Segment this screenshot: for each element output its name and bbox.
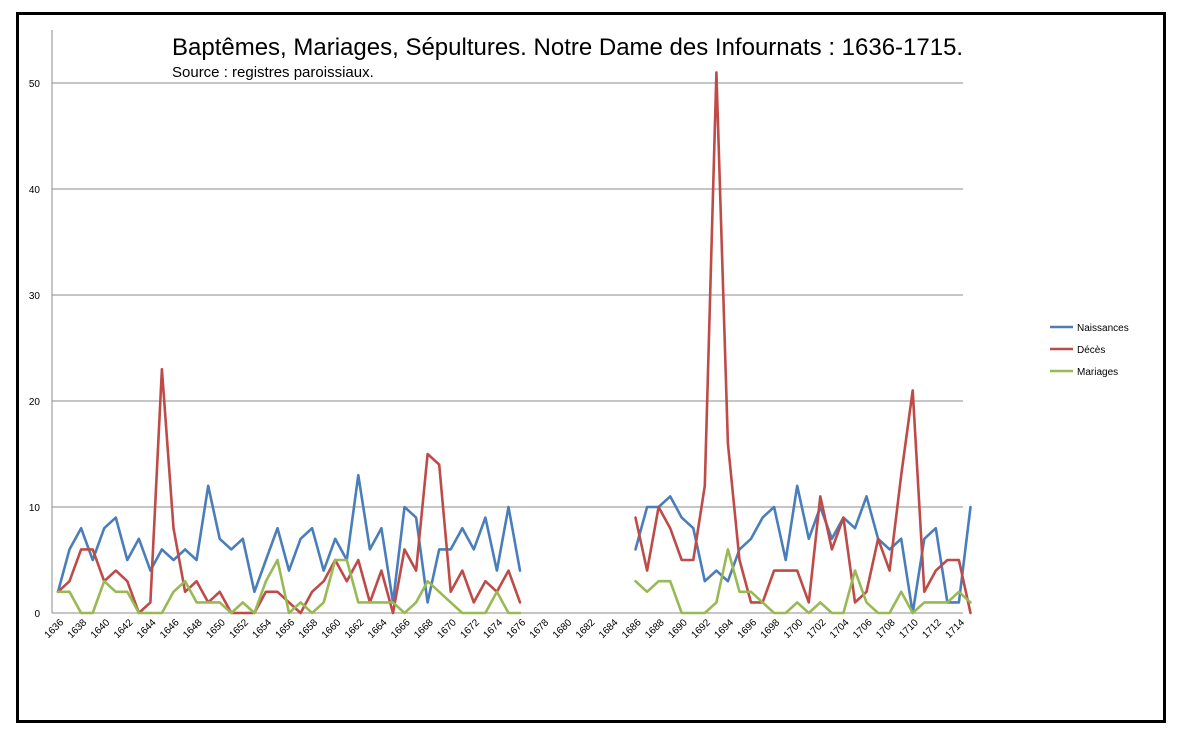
x-tick-label: 1642 (112, 617, 136, 641)
x-tick-label: 1646 (158, 617, 182, 641)
x-tick-label: 1712 (920, 617, 944, 641)
x-tick-label: 1666 (389, 617, 413, 641)
x-tick-label: 1684 (597, 617, 621, 641)
chart-title: Baptêmes, Mariages, Sépultures. Notre Da… (172, 34, 964, 61)
x-tick-label: 1672 (458, 617, 482, 641)
x-tick-label: 1652 (227, 617, 251, 641)
x-tick-label: 1668 (412, 617, 436, 641)
x-tick-label: 1700 (782, 617, 806, 641)
series-line-décès (56, 367, 522, 615)
x-tick-label: 1656 (274, 617, 298, 641)
x-tick-label: 1702 (805, 617, 829, 641)
x-tick-label: 1660 (320, 617, 344, 641)
x-tick-label: 1664 (366, 617, 390, 641)
x-tick-label: 1698 (759, 617, 783, 641)
y-tick-label: 0 (34, 609, 40, 620)
x-tick-label: 1650 (204, 617, 228, 641)
x-tick-label: 1674 (482, 617, 506, 641)
x-tick-label: 1662 (343, 617, 367, 641)
chart-frame (16, 12, 1166, 723)
x-tick-label: 1644 (135, 617, 159, 641)
x-tick-label: 1686 (620, 617, 644, 641)
x-tick-label: 1696 (736, 617, 760, 641)
x-tick-label: 1714 (944, 617, 968, 641)
x-tick-label: 1658 (297, 617, 321, 641)
x-tick-label: 1636 (43, 617, 67, 641)
series-line-naissances (56, 473, 522, 604)
x-tick-label: 1706 (851, 617, 875, 641)
legend-label: Mariages (1077, 367, 1118, 378)
y-tick-label: 40 (29, 185, 41, 196)
y-tick-label: 20 (29, 397, 41, 408)
x-tick-label: 1676 (505, 617, 529, 641)
x-tick-label: 1678 (528, 617, 552, 641)
series-line-mariages (634, 548, 972, 615)
x-tick-label: 1692 (689, 617, 713, 641)
x-tick-label: 1690 (666, 617, 690, 641)
x-tick-label: 1670 (435, 617, 459, 641)
series-line-mariages (56, 558, 522, 615)
y-tick-label: 30 (29, 291, 41, 302)
x-tick-label: 1694 (713, 617, 737, 641)
x-tick-label: 1688 (643, 617, 667, 641)
x-tick-label: 1680 (551, 617, 575, 641)
x-tick-label: 1648 (181, 617, 205, 641)
x-tick-label: 1708 (874, 617, 898, 641)
x-tick-label: 1682 (574, 617, 598, 641)
chart-subtitle: Source : registres paroissiaux. (172, 64, 374, 81)
x-tick-label: 1710 (897, 617, 921, 641)
y-tick-label: 10 (29, 503, 41, 514)
series-line-décès (634, 71, 972, 615)
y-tick-label: 50 (29, 79, 41, 90)
x-tick-label: 1640 (89, 617, 113, 641)
legend-label: Décès (1077, 345, 1105, 356)
x-tick-label: 1638 (66, 617, 90, 641)
x-tick-label: 1654 (251, 617, 275, 641)
series-line-naissances (634, 484, 972, 615)
legend-label: Naissances (1077, 323, 1129, 334)
x-tick-label: 1704 (828, 617, 852, 641)
